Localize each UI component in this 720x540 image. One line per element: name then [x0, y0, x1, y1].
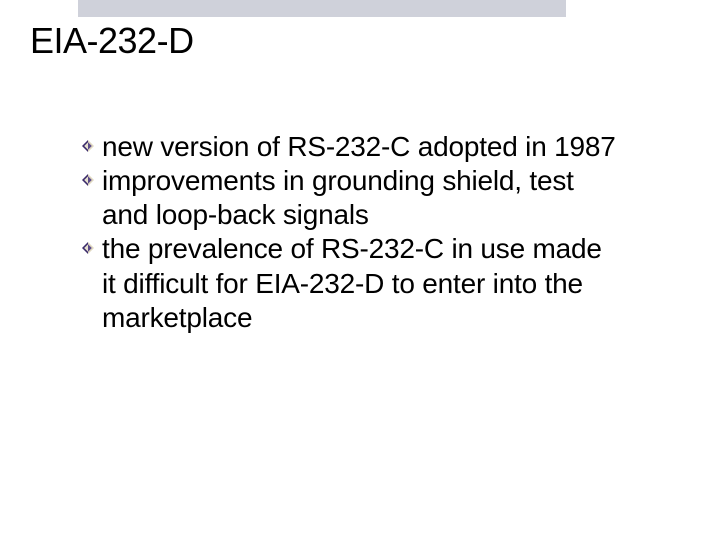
list-item-text: the prevalence of RS-232-C in use made i…	[102, 233, 602, 332]
list-item-text: new version of RS-232-C adopted in 1987	[102, 131, 616, 162]
slide-body: new version of RS-232-C adopted in 1987 …	[82, 130, 620, 335]
diamond-bullet-icon	[82, 140, 94, 152]
diamond-bullet-icon	[82, 174, 94, 186]
top-accent-bar	[78, 0, 566, 17]
slide: EIA-232-D new version of RS-232-C adopte…	[0, 0, 720, 540]
list-item: improvements in grounding shield, test a…	[82, 164, 620, 232]
list-item: the prevalence of RS-232-C in use made i…	[82, 232, 620, 334]
slide-title: EIA-232-D	[30, 20, 194, 62]
list-item: new version of RS-232-C adopted in 1987	[82, 130, 620, 164]
diamond-bullet-icon	[82, 242, 94, 254]
list-item-text: improvements in grounding shield, test a…	[102, 165, 574, 230]
